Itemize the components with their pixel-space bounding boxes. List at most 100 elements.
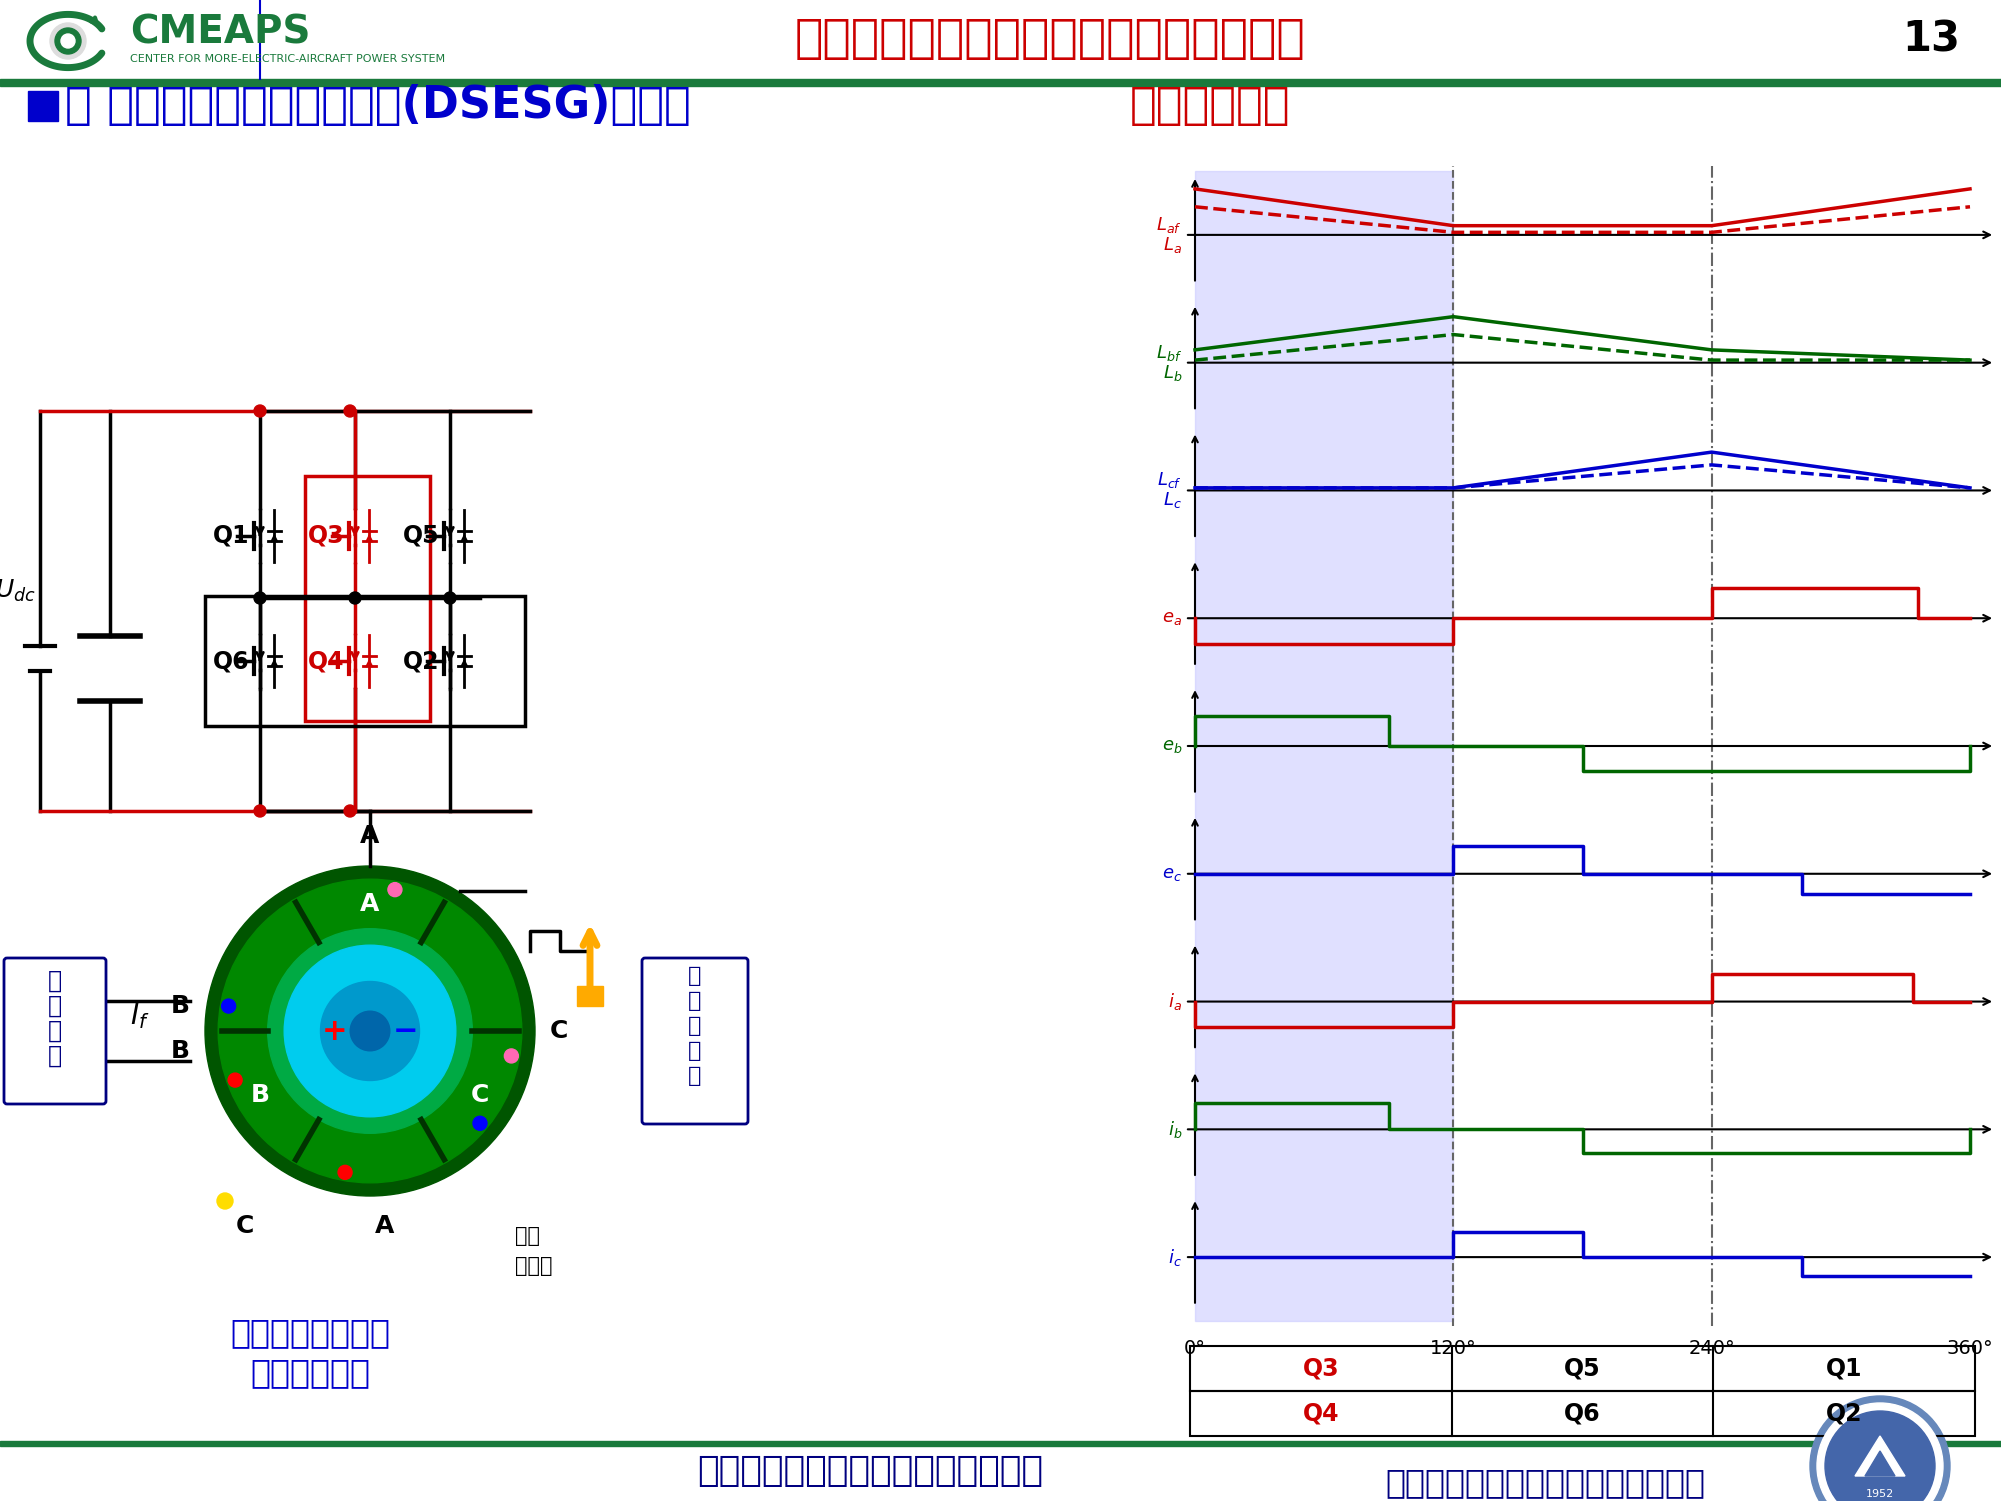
Text: $L_c$: $L_c$	[1163, 491, 1183, 510]
Circle shape	[254, 805, 266, 817]
Text: 磁: 磁	[48, 994, 62, 1018]
Circle shape	[350, 1012, 390, 1051]
Text: A: A	[360, 824, 380, 848]
FancyBboxPatch shape	[4, 958, 106, 1105]
Circle shape	[268, 929, 472, 1133]
Text: 动: 动	[688, 991, 702, 1012]
Text: 电励磁双凸极电机: 电励磁双凸极电机	[230, 1316, 390, 1349]
Text: 励: 励	[48, 970, 62, 994]
Text: 位置: 位置	[514, 1226, 540, 1246]
Circle shape	[444, 591, 456, 603]
Text: 起: 起	[688, 967, 702, 986]
Text: Q5: Q5	[402, 524, 440, 548]
Circle shape	[216, 1193, 232, 1208]
Text: Q4: Q4	[1303, 1402, 1339, 1426]
Bar	[1191, 1391, 1975, 1436]
Text: $L_{cf}$: $L_{cf}$	[1157, 470, 1183, 491]
Text: 三相三状态（标准角控制）工作波形: 三相三状态（标准角控制）工作波形	[1385, 1466, 1705, 1499]
Bar	[1191, 1346, 1975, 1391]
Circle shape	[284, 946, 456, 1117]
Text: Q3: Q3	[308, 524, 344, 548]
Text: 电: 电	[48, 1019, 62, 1043]
Circle shape	[54, 29, 80, 54]
Text: 13: 13	[1903, 20, 1961, 62]
Bar	[304, 476, 430, 720]
Text: $L_{af}$: $L_{af}$	[1157, 215, 1183, 234]
Circle shape	[254, 405, 266, 417]
Text: $e_c$: $e_c$	[1163, 865, 1183, 883]
Text: 1952: 1952	[1865, 1489, 1895, 1499]
Text: 起动控制方法: 起动控制方法	[1131, 84, 1291, 128]
Text: $I_f$: $I_f$	[130, 1001, 150, 1031]
Circle shape	[388, 883, 402, 896]
Text: $L_{bf}$: $L_{bf}$	[1157, 342, 1183, 363]
Text: CENTER FOR MORE-ELECTRIC-AIRCRAFT POWER SYSTEM: CENTER FOR MORE-ELECTRIC-AIRCRAFT POWER …	[130, 54, 444, 65]
Text: $L_b$: $L_b$	[1163, 363, 1183, 383]
Circle shape	[204, 866, 534, 1196]
Text: B: B	[170, 1039, 190, 1063]
Text: Q5: Q5	[1565, 1357, 1601, 1381]
Circle shape	[222, 1000, 236, 1013]
Text: $i_b$: $i_b$	[1169, 1118, 1183, 1139]
Circle shape	[60, 35, 74, 48]
Text: 0°: 0°	[1185, 1339, 1207, 1358]
Circle shape	[504, 1049, 518, 1063]
Text: −: −	[392, 1016, 418, 1046]
Circle shape	[344, 805, 356, 817]
Circle shape	[1825, 1411, 1935, 1501]
Circle shape	[1811, 1396, 1951, 1501]
Text: $i_c$: $i_c$	[1169, 1247, 1183, 1268]
Bar	[576, 986, 602, 1006]
Text: 电动运行原理: 电动运行原理	[250, 1355, 370, 1388]
Bar	[0, 1441, 2001, 1445]
Text: +: +	[322, 1016, 348, 1046]
Text: 多电飞机电气系统工信部重点实验室: 多电飞机电气系统工信部重点实验室	[696, 1454, 1043, 1487]
Text: C: C	[470, 1082, 488, 1106]
Text: Q2: Q2	[402, 648, 440, 672]
Circle shape	[218, 880, 522, 1183]
Text: Q1: Q1	[214, 524, 250, 548]
Text: Q4: Q4	[308, 648, 344, 672]
Text: 器: 器	[688, 1066, 702, 1087]
Text: 控: 控	[688, 1016, 702, 1036]
Polygon shape	[1855, 1436, 1905, 1475]
Circle shape	[50, 23, 86, 59]
Text: B: B	[250, 1082, 270, 1106]
Circle shape	[228, 1073, 242, 1087]
Text: 制: 制	[688, 1042, 702, 1061]
Text: A: A	[376, 1214, 394, 1238]
Bar	[1195, 171, 1453, 1321]
Polygon shape	[1865, 1451, 1895, 1475]
Circle shape	[344, 405, 356, 417]
Text: 口 电励磁双凸极起动发电机(DSESG)系统的: 口 电励磁双凸极起动发电机(DSESG)系统的	[64, 84, 690, 128]
Text: 360°: 360°	[1947, 1339, 1993, 1358]
Text: CMEAPS: CMEAPS	[130, 14, 310, 53]
Text: $e_b$: $e_b$	[1161, 737, 1183, 755]
Bar	[204, 596, 524, 726]
Text: 源: 源	[48, 1045, 62, 1069]
Text: 240°: 240°	[1689, 1339, 1735, 1358]
Circle shape	[254, 591, 266, 603]
Text: Q2: Q2	[1827, 1402, 1863, 1426]
Bar	[0, 0, 2001, 81]
Text: $i_a$: $i_a$	[1169, 991, 1183, 1012]
Circle shape	[472, 1117, 486, 1130]
Text: 基于双向电机控制器的高压直流发电系统: 基于双向电机控制器的高压直流发电系统	[794, 18, 1305, 63]
Text: C: C	[550, 1019, 568, 1043]
Text: Q3: Q3	[1303, 1357, 1339, 1381]
Text: Q6: Q6	[214, 648, 250, 672]
Text: Q6: Q6	[1565, 1402, 1601, 1426]
Text: 120°: 120°	[1431, 1339, 1477, 1358]
FancyBboxPatch shape	[642, 958, 748, 1124]
Text: A: A	[360, 892, 380, 916]
Bar	[0, 80, 2001, 86]
Text: Q1: Q1	[1827, 1357, 1863, 1381]
Text: 传感器: 传感器	[514, 1256, 552, 1276]
Circle shape	[338, 1165, 352, 1180]
Bar	[28, 92, 58, 122]
Text: $U_{dc}$: $U_{dc}$	[0, 578, 36, 603]
Text: $L_a$: $L_a$	[1163, 234, 1183, 255]
Text: $e_a$: $e_a$	[1163, 609, 1183, 627]
Circle shape	[1817, 1403, 1943, 1501]
Text: B: B	[170, 994, 190, 1018]
